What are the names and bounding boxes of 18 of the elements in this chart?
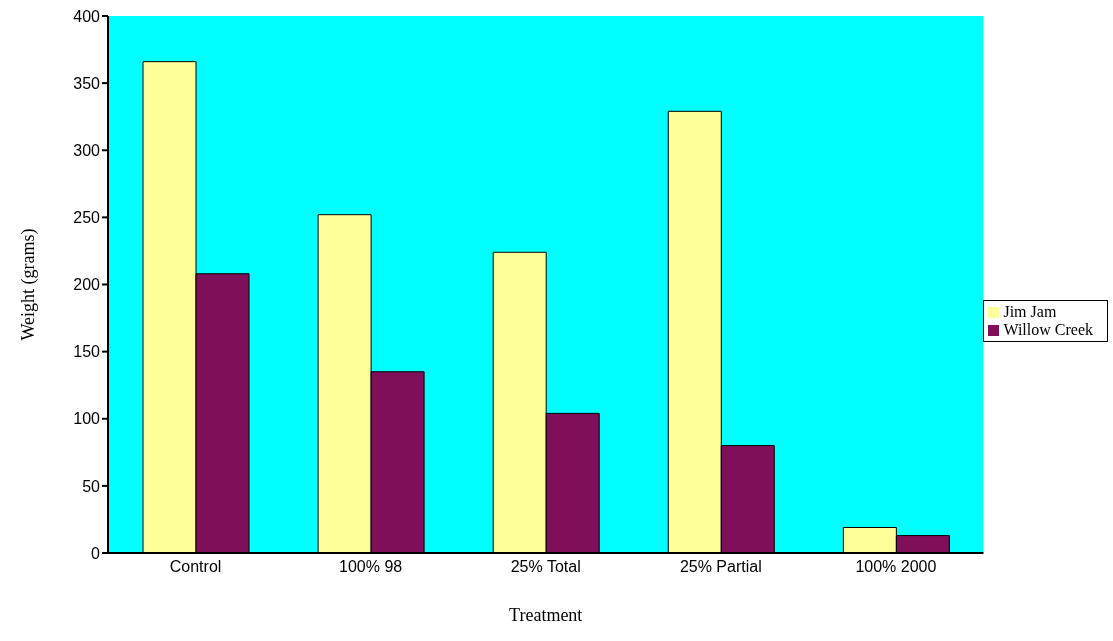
y-tick-label: 0: [91, 544, 101, 562]
y-tick-label: 300: [73, 141, 101, 159]
x-tick-label: Control: [169, 558, 222, 576]
y-tick-label: 400: [73, 7, 101, 25]
legend-label: Jim Jam: [1003, 302, 1057, 320]
x-tick-label: 25% Partial: [679, 558, 762, 576]
y-tick-label: 150: [73, 343, 101, 361]
y-tick-label: 350: [73, 74, 101, 92]
x-tick-label: 25% Total: [510, 558, 581, 576]
legend-label: Willow Creek: [1003, 320, 1093, 338]
y-tick-label: 50: [82, 477, 101, 495]
x-tick-label: 100% 2000: [855, 558, 937, 576]
x-tick-label: 100% 98: [339, 558, 403, 576]
y-tick-label: 100: [73, 410, 101, 428]
x-axis-title: Treatment: [509, 605, 583, 625]
y-tick-label: 200: [73, 276, 101, 294]
y-tick-label: 250: [73, 209, 101, 227]
y-axis-title: Weight (grams): [18, 228, 40, 341]
